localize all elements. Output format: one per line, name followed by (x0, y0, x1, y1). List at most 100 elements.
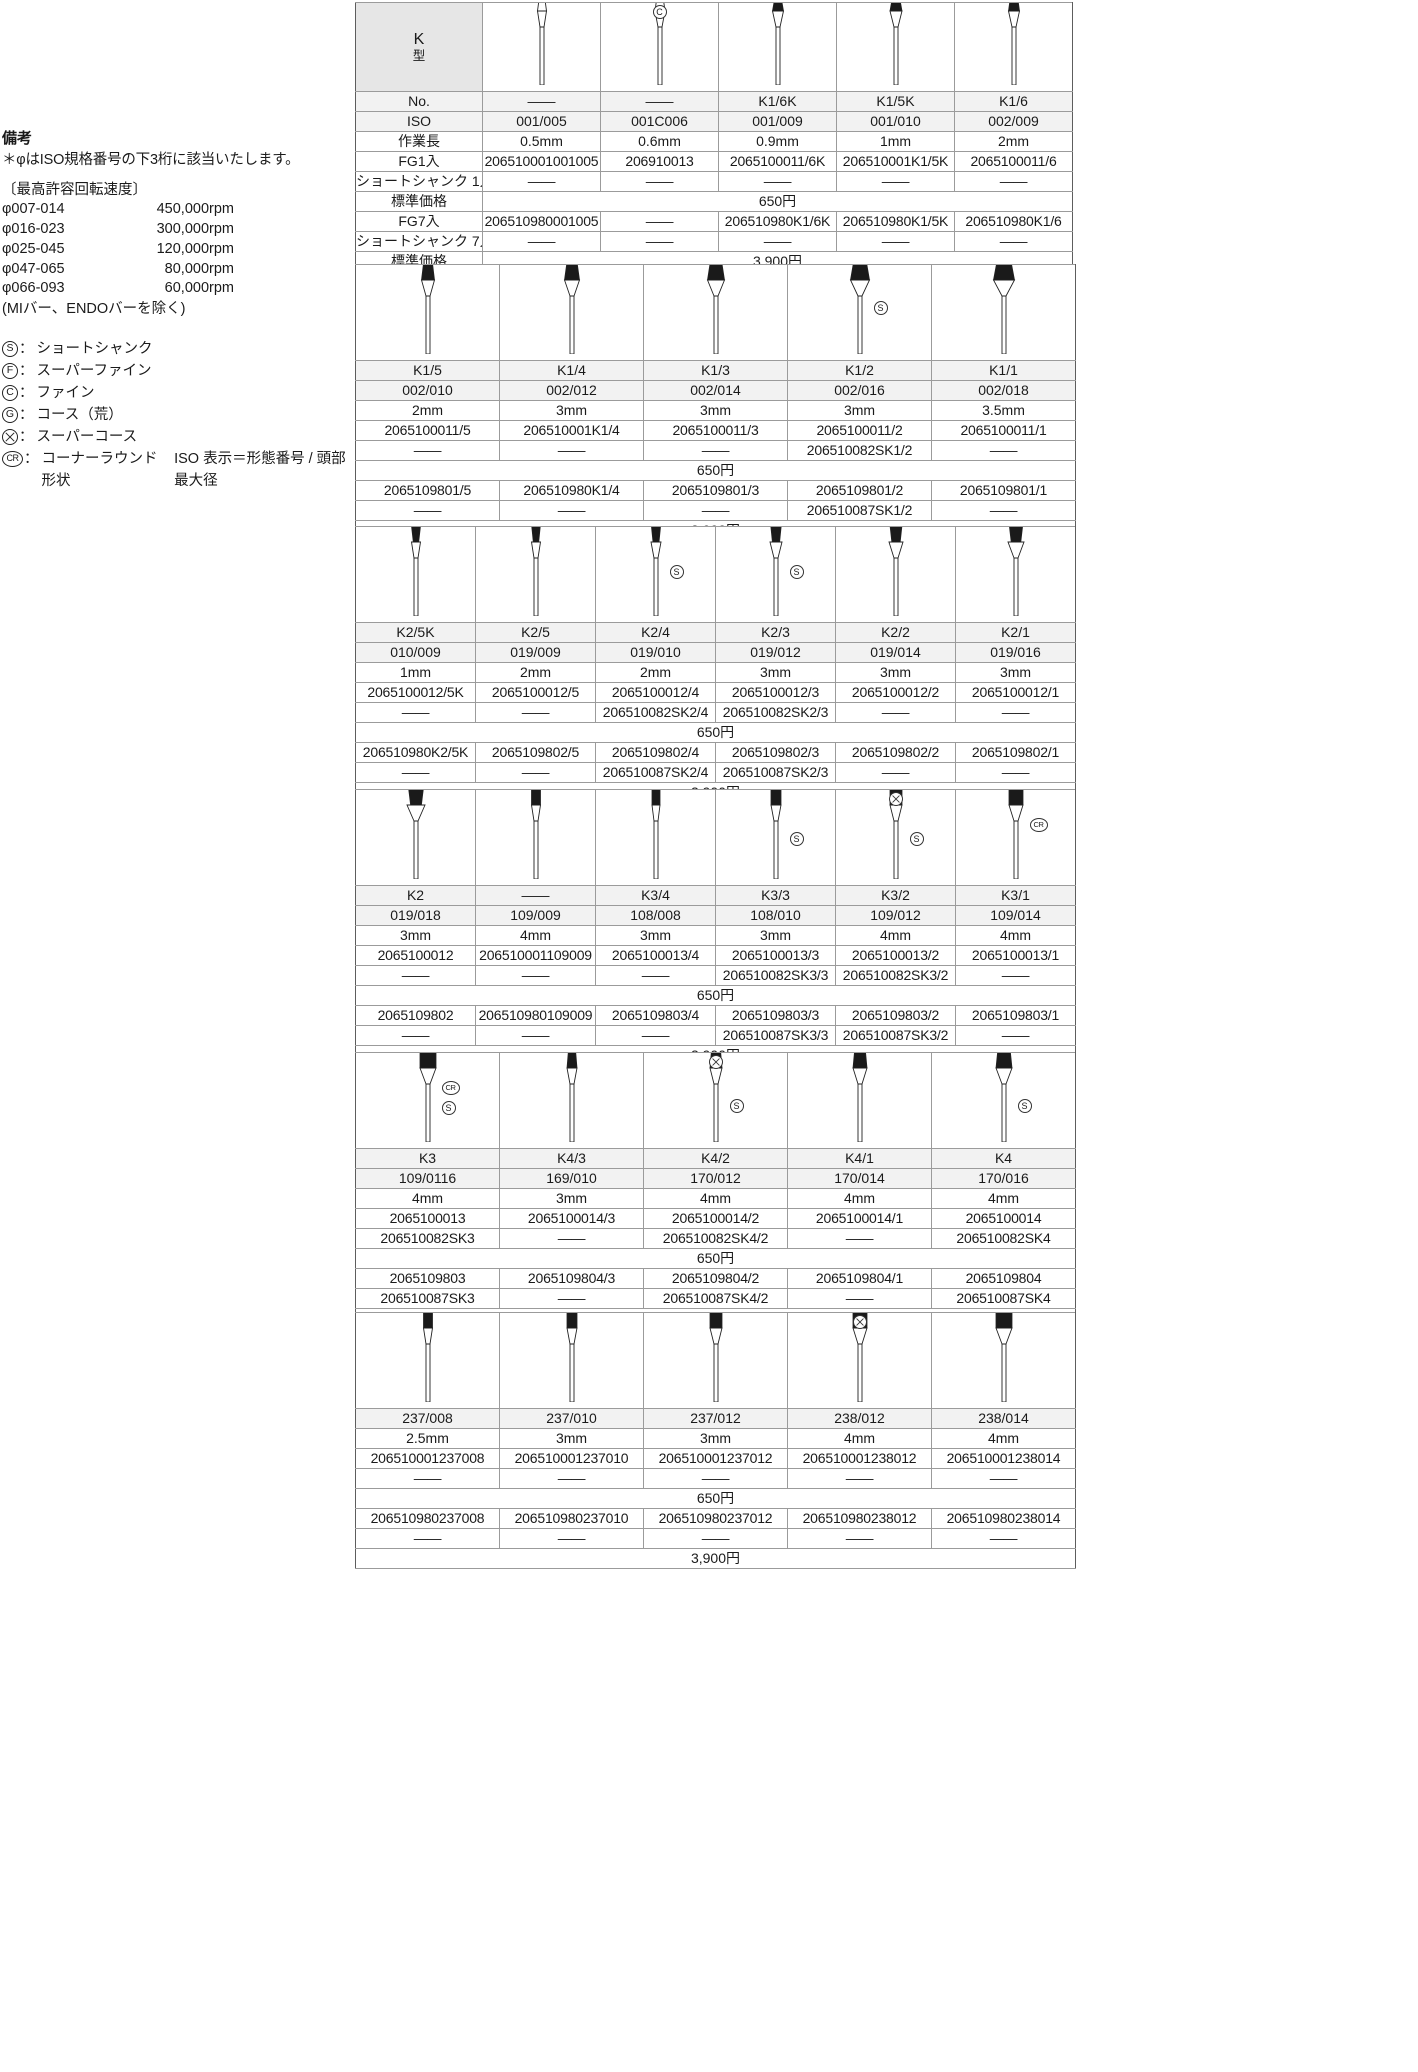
short-shank-1-part-number[interactable]: —— (787, 1228, 932, 1249)
short-shank-1-part-number[interactable]: —— (955, 965, 1076, 986)
fg1-part-number[interactable]: 2065100011/6K (718, 151, 837, 172)
fg7-part-number[interactable]: 206510980238012 (787, 1508, 932, 1529)
fg1-part-number[interactable]: 2065100012/3 (715, 682, 836, 703)
short-shank-7-part-number[interactable]: —— (718, 231, 837, 252)
short-shank-1-part-number[interactable]: —— (499, 1228, 644, 1249)
short-shank-1-part-number[interactable]: 206510082SK4/2 (643, 1228, 788, 1249)
fg1-part-number[interactable]: 2065100012 (355, 945, 476, 966)
fg7-part-number[interactable]: 2065109802/2 (835, 742, 956, 763)
fg7-part-number[interactable]: 2065109802 (355, 1005, 476, 1026)
fg1-part-number[interactable]: 2065100011/3 (643, 420, 788, 441)
fg1-part-number[interactable]: 2065100011/2 (787, 420, 932, 441)
fg7-part-number[interactable]: 2065109801/1 (931, 480, 1076, 501)
short-shank-1-part-number[interactable]: —— (954, 171, 1073, 192)
fg7-part-number[interactable]: 2065109802/4 (595, 742, 716, 763)
short-shank-7-part-number[interactable]: —— (475, 1025, 596, 1046)
fg7-part-number[interactable]: 2065109804/3 (499, 1268, 644, 1289)
fg7-part-number[interactable]: 206510980K1/6 (954, 211, 1073, 232)
short-shank-7-part-number[interactable]: —— (643, 500, 788, 521)
fg1-part-number[interactable]: 2065100011/6 (954, 151, 1073, 172)
fg7-part-number[interactable]: 206510980237010 (499, 1508, 644, 1529)
short-shank-1-part-number[interactable]: 206510082SK3/3 (715, 965, 836, 986)
fg7-part-number[interactable]: 206510980K1/6K (718, 211, 837, 232)
fg1-part-number[interactable]: 206510001238012 (787, 1448, 932, 1469)
fg1-part-number[interactable]: 206910013 (600, 151, 719, 172)
fg1-part-number[interactable]: 2065100012/4 (595, 682, 716, 703)
fg1-part-number[interactable]: 2065100011/5 (355, 420, 500, 441)
fg7-part-number[interactable]: 2065109801/5 (355, 480, 500, 501)
short-shank-7-part-number[interactable]: —— (355, 500, 500, 521)
fg7-part-number[interactable]: 2065109803/4 (595, 1005, 716, 1026)
short-shank-7-part-number[interactable]: 206510087SK2/4 (595, 762, 716, 783)
short-shank-1-part-number[interactable]: —— (836, 171, 955, 192)
short-shank-7-part-number[interactable]: 206510087SK4/2 (643, 1288, 788, 1309)
short-shank-1-part-number[interactable]: —— (355, 702, 476, 723)
short-shank-7-part-number[interactable]: 206510087SK3 (355, 1288, 500, 1309)
short-shank-7-part-number[interactable]: —— (931, 1528, 1076, 1549)
short-shank-7-part-number[interactable]: —— (955, 762, 1076, 783)
short-shank-7-part-number[interactable]: —— (499, 500, 644, 521)
fg7-part-number[interactable]: 2065109802/1 (955, 742, 1076, 763)
fg1-part-number[interactable]: 2065100013/2 (835, 945, 956, 966)
short-shank-7-part-number[interactable]: —— (835, 762, 956, 783)
short-shank-1-part-number[interactable]: —— (643, 1468, 788, 1489)
fg1-part-number[interactable]: 2065100014/2 (643, 1208, 788, 1229)
short-shank-1-part-number[interactable]: 206510082SK2/3 (715, 702, 836, 723)
fg1-part-number[interactable]: 2065100014/1 (787, 1208, 932, 1229)
fg1-part-number[interactable]: 2065100014 (931, 1208, 1076, 1229)
fg1-part-number[interactable]: 2065100014/3 (499, 1208, 644, 1229)
short-shank-1-part-number[interactable]: —— (355, 440, 500, 461)
short-shank-7-part-number[interactable]: 206510087SK1/2 (787, 500, 932, 521)
fg7-part-number[interactable]: 2065109804/1 (787, 1268, 932, 1289)
short-shank-1-part-number[interactable]: —— (482, 171, 601, 192)
fg7-part-number[interactable]: 2065109804/2 (643, 1268, 788, 1289)
short-shank-1-part-number[interactable]: —— (355, 965, 476, 986)
short-shank-1-part-number[interactable]: —— (931, 440, 1076, 461)
fg7-part-number[interactable]: 206510980K2/5K (355, 742, 476, 763)
fg1-part-number[interactable]: 2065100013/1 (955, 945, 1076, 966)
fg1-part-number[interactable]: 2065100011/1 (931, 420, 1076, 441)
short-shank-7-part-number[interactable]: —— (355, 1528, 500, 1549)
short-shank-1-part-number[interactable]: —— (595, 965, 716, 986)
short-shank-7-part-number[interactable]: —— (595, 1025, 716, 1046)
short-shank-7-part-number[interactable]: —— (600, 231, 719, 252)
short-shank-1-part-number[interactable]: 206510082SK3/2 (835, 965, 956, 986)
fg7-part-number[interactable]: 206510980237008 (355, 1508, 500, 1529)
short-shank-7-part-number[interactable]: 206510087SK4 (931, 1288, 1076, 1309)
fg7-part-number[interactable]: 206510980K1/5K (836, 211, 955, 232)
short-shank-7-part-number[interactable]: —— (931, 500, 1076, 521)
short-shank-1-part-number[interactable]: —— (955, 702, 1076, 723)
short-shank-1-part-number[interactable]: 206510082SK1/2 (787, 440, 932, 461)
fg1-part-number[interactable]: 2065100012/5K (355, 682, 476, 703)
short-shank-7-part-number[interactable]: —— (475, 762, 596, 783)
fg7-part-number[interactable]: 206510980109009 (475, 1005, 596, 1026)
short-shank-7-part-number[interactable]: —— (499, 1288, 644, 1309)
fg7-part-number[interactable]: 2065109803/3 (715, 1005, 836, 1026)
fg1-part-number[interactable]: 2065100013 (355, 1208, 500, 1229)
fg1-part-number[interactable]: 206510001237008 (355, 1448, 500, 1469)
short-shank-7-part-number[interactable]: —— (954, 231, 1073, 252)
fg7-part-number[interactable]: 2065109803 (355, 1268, 500, 1289)
fg1-part-number[interactable]: 206510001001005 (482, 151, 601, 172)
short-shank-7-part-number[interactable]: —— (787, 1528, 932, 1549)
short-shank-1-part-number[interactable]: —— (600, 171, 719, 192)
short-shank-7-part-number[interactable]: —— (643, 1528, 788, 1549)
fg1-part-number[interactable]: 206510001238014 (931, 1448, 1076, 1469)
short-shank-1-part-number[interactable]: —— (499, 1468, 644, 1489)
fg7-part-number[interactable]: 2065109802/3 (715, 742, 836, 763)
fg7-part-number[interactable]: 2065109802/5 (475, 742, 596, 763)
fg1-part-number[interactable]: 206510001237012 (643, 1448, 788, 1469)
fg1-part-number[interactable]: 206510001K1/4 (499, 420, 644, 441)
short-shank-7-part-number[interactable]: 206510087SK3/2 (835, 1025, 956, 1046)
short-shank-1-part-number[interactable]: —— (499, 440, 644, 461)
short-shank-1-part-number[interactable]: —— (835, 702, 956, 723)
short-shank-1-part-number[interactable]: 206510082SK3 (355, 1228, 500, 1249)
fg7-part-number[interactable]: 206510980001005 (482, 211, 601, 232)
fg7-part-number[interactable]: 2065109801/2 (787, 480, 932, 501)
short-shank-7-part-number[interactable]: —— (499, 1528, 644, 1549)
fg7-part-number[interactable]: 2065109801/3 (643, 480, 788, 501)
fg1-part-number[interactable]: 206510001109009 (475, 945, 596, 966)
short-shank-7-part-number[interactable]: —— (955, 1025, 1076, 1046)
short-shank-7-part-number[interactable]: —— (355, 762, 476, 783)
fg1-part-number[interactable]: 206510001237010 (499, 1448, 644, 1469)
